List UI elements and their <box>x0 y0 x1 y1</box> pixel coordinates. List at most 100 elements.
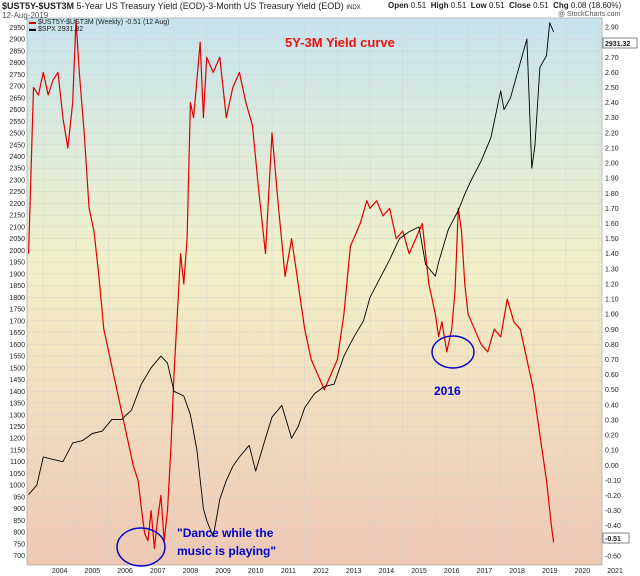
left-tick-label: 1600 <box>9 342 25 349</box>
left-tick-label: 2800 <box>9 60 25 67</box>
x-tick-label: 2008 <box>183 568 199 575</box>
left-tick-label: 1050 <box>9 471 25 478</box>
series-layer <box>28 18 555 550</box>
right-tick-label: 1.30 <box>605 266 619 273</box>
left-tick-label: 2350 <box>9 166 25 173</box>
watermark: @ StockCharts.com <box>558 11 621 18</box>
left-tick-label: 2000 <box>9 248 25 255</box>
left-tick-label: 2200 <box>9 201 25 208</box>
legend-entry-spx: ▬ $SPX 2931.32 <box>29 26 84 33</box>
header-title: $UST5Y-$UST3M 5-Year US Treasury Yield (… <box>2 1 361 11</box>
left-tick-label: 1200 <box>9 436 25 443</box>
x-tick-label: 2014 <box>379 568 395 575</box>
left-tick-label: 2950 <box>9 25 25 32</box>
right-tick-label: 1.10 <box>605 297 619 304</box>
right-tick-label: 0.70 <box>605 357 619 364</box>
ohlc-readout: Open 0.51 High 0.51 Low 0.51 Close 0.51 … <box>388 1 622 10</box>
right-tick-label: 2.70 <box>605 55 619 62</box>
left-tick-label: 1100 <box>10 459 25 466</box>
spread-last-badge: -0.51 <box>602 532 630 544</box>
right-tick-label: 1.80 <box>605 191 619 198</box>
left-tick-label: 2400 <box>9 154 25 161</box>
right-tick-label: 1.40 <box>605 251 619 258</box>
x-tick-label: 2015 <box>411 568 427 575</box>
right-tick-label: 0.30 <box>605 417 619 424</box>
annotation-2016: 2016 <box>434 384 461 398</box>
left-tick-label: 850 <box>13 518 25 525</box>
right-tick-label: 2.60 <box>605 70 619 77</box>
left-tick-label: 2850 <box>9 48 25 55</box>
right-tick-label: 0.50 <box>605 387 619 394</box>
left-tick-label: 1150 <box>10 447 25 454</box>
left-tick-label: 1400 <box>9 389 25 396</box>
right-tick-label: -0.20 <box>605 493 621 500</box>
right-tick-label: 2.10 <box>605 145 619 152</box>
right-tick-label: 2.30 <box>605 115 619 122</box>
left-tick-label: 800 <box>13 530 25 537</box>
x-tick-label: 2009 <box>215 568 231 575</box>
x-tick-label: 2013 <box>346 568 362 575</box>
right-tick-label: 1.90 <box>605 176 619 183</box>
left-tick-label: 1550 <box>9 354 25 361</box>
x-tick-label: 2007 <box>150 568 166 575</box>
symbol: $UST5Y-$UST3M <box>2 1 75 11</box>
left-tick-label: 2550 <box>9 119 25 126</box>
right-tick-label: 0.40 <box>605 402 619 409</box>
right-tick-label: 1.70 <box>605 206 619 213</box>
left-tick-label: 1500 <box>9 365 25 372</box>
right-tick-label: 1.50 <box>605 236 619 243</box>
left-tick-label: 1700 <box>9 318 25 325</box>
x-tick-label: 2012 <box>313 568 329 575</box>
grid-lines <box>27 18 602 565</box>
left-tick-label: 2150 <box>9 213 25 220</box>
left-tick-label: 1350 <box>9 401 25 408</box>
right-tick-label: -0.10 <box>605 478 621 485</box>
plot-background <box>26 17 603 566</box>
right-tick-label: 2.90 <box>605 25 619 32</box>
left-tick-label: 2900 <box>9 37 25 44</box>
right-tick-label: 2.00 <box>605 161 619 168</box>
spx-last-badge: 2931.32 <box>602 37 638 49</box>
right-tick-label: 1.60 <box>605 221 619 228</box>
x-tick-label: 2016 <box>444 568 460 575</box>
header-date: 12-Aug-2019 <box>2 11 49 20</box>
x-tick-label: 2006 <box>117 568 133 575</box>
left-tick-label: 2700 <box>9 84 25 91</box>
right-tick-label: -0.60 <box>605 553 621 560</box>
left-tick-label: 950 <box>13 494 25 501</box>
highlight-circle-2016 <box>431 335 475 369</box>
left-tick-label: 1750 <box>9 307 25 314</box>
left-tick-label: 1900 <box>9 271 25 278</box>
right-tick-label: 0.20 <box>605 433 619 440</box>
left-tick-label: 900 <box>13 506 25 513</box>
right-tick-label: 2.50 <box>605 85 619 92</box>
left-tick-label: 1300 <box>9 412 25 419</box>
right-tick-label: 0.90 <box>605 327 619 334</box>
exchange: INDX <box>346 5 361 11</box>
right-tick-label: 0.00 <box>605 463 619 470</box>
series-line-spx <box>28 22 555 538</box>
chart-title: 5Y-3M Yield curve <box>285 35 395 50</box>
annotation-dance-line2: music is playing" <box>177 544 276 558</box>
right-tick-label: 0.60 <box>605 372 619 379</box>
legend: ▬ $UST5Y-$UST3M (Weekly) -0.51 (12 Aug) … <box>29 19 169 33</box>
x-tick-label: 2018 <box>509 568 525 575</box>
right-tick-label: -0.30 <box>605 508 621 515</box>
left-tick-label: 2600 <box>9 107 25 114</box>
left-tick-label: 1250 <box>9 424 25 431</box>
right-tick-label: 0.10 <box>605 448 619 455</box>
left-tick-label: 750 <box>13 541 25 548</box>
left-axis: 700 750 800 850 900 950 1000 1050 1100 1150 1200 12… <box>9 25 25 560</box>
left-tick-label: 2450 <box>9 142 25 149</box>
svg-text:2931.32: 2931.32 <box>605 41 630 48</box>
left-tick-label: 2750 <box>9 72 25 79</box>
right-tick-label: 2.40 <box>605 100 619 107</box>
annotation-dance-line1: "Dance while the <box>177 526 274 540</box>
left-tick-label: 2100 <box>9 224 25 231</box>
x-axis: 2004 2005 2006 2007 2008 2009 2010 2011 2012 2013… <box>52 568 623 575</box>
series-line-spread <box>28 18 555 550</box>
right-tick-label: -0.40 <box>605 523 621 530</box>
left-tick-label: 1850 <box>9 283 25 290</box>
x-tick-label: 2020 <box>575 568 591 575</box>
